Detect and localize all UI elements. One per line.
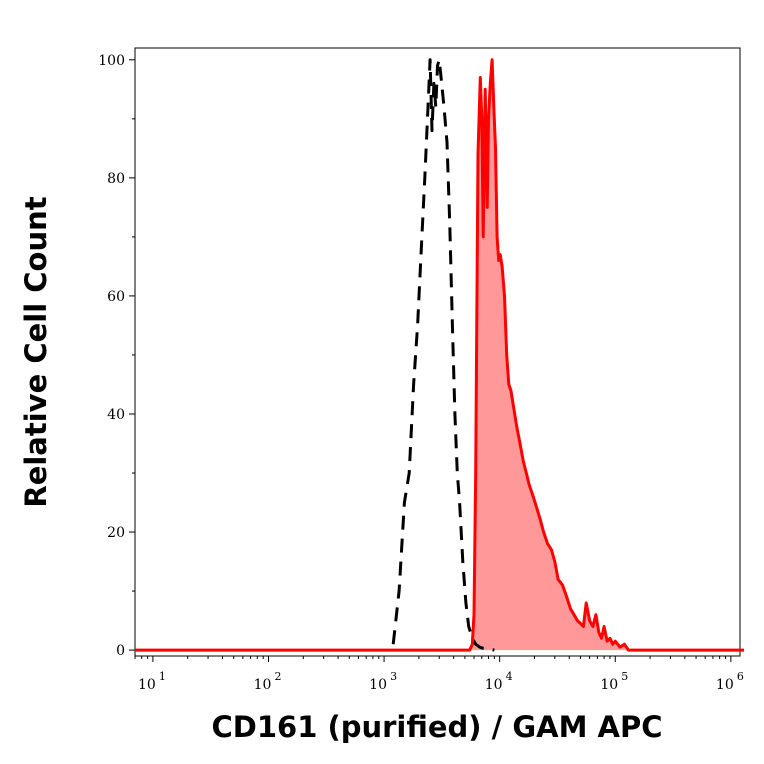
y-tick-label: 20 — [107, 525, 125, 541]
x-axis-title: CD161 (purified) / GAM APC — [211, 710, 662, 744]
x-tick-label: 10 — [254, 677, 272, 693]
x-tick-label: 10 — [600, 677, 618, 693]
y-tick-label: 100 — [98, 53, 125, 69]
x-tick-exponent: 5 — [621, 670, 628, 683]
y-axis-ticks: 0 20 40 60 80 100 — [98, 53, 135, 659]
series-0-line — [391, 58, 495, 652]
x-tick-label: 10 — [138, 677, 156, 693]
x-tick-label: 10 — [485, 677, 503, 693]
x-tick-exponent: 2 — [274, 670, 281, 683]
x-tick-exponent: 6 — [737, 670, 744, 683]
x-tick-exponent: 1 — [159, 670, 166, 683]
y-tick-label: 60 — [107, 289, 125, 305]
y-tick-label: 80 — [107, 171, 125, 187]
y-tick-label: 0 — [116, 643, 125, 659]
x-tick-exponent: 3 — [390, 670, 397, 683]
plot-frame — [134, 47, 741, 657]
x-tick-label: 10 — [369, 677, 387, 693]
x-tick-label: 10 — [716, 677, 734, 693]
y-axis-title: Relative Cell Count — [19, 196, 53, 507]
series-1-line — [135, 58, 744, 652]
filled-histogram-area — [135, 59, 744, 651]
y-tick-label: 40 — [107, 407, 125, 423]
x-tick-exponent: 4 — [506, 670, 513, 683]
series-1-fill — [135, 59, 744, 651]
histogram-lines — [135, 58, 744, 652]
